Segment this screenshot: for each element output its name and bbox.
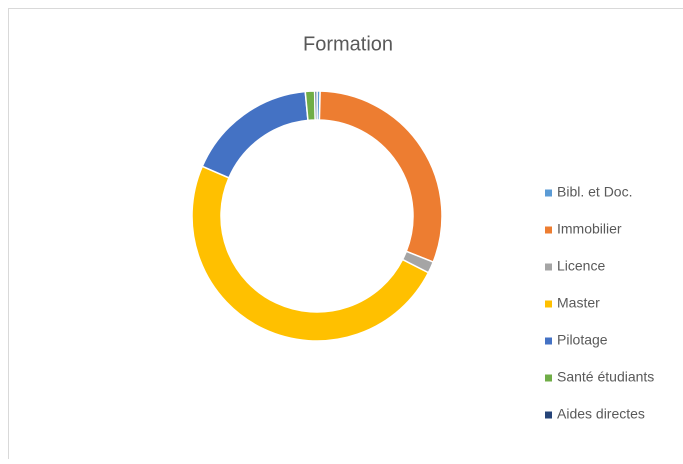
legend-label: Santé étudiants — [557, 369, 654, 385]
legend-label: Master — [557, 295, 600, 311]
legend-label: Aides directes — [557, 406, 645, 422]
legend-label: Licence — [557, 258, 605, 274]
legend-label: Pilotage — [557, 332, 608, 348]
donut-slice — [315, 91, 317, 120]
legend-label: Bibl. et Doc. — [557, 184, 632, 200]
legend-swatch — [545, 264, 552, 271]
legend-swatch — [545, 190, 552, 197]
legend-swatch — [545, 301, 552, 308]
legend-label: Immobilier — [557, 221, 622, 237]
chart-title: Formation — [303, 33, 393, 55]
legend-swatch — [545, 338, 552, 345]
legend-swatch — [545, 412, 552, 419]
legend-swatch — [545, 375, 552, 382]
legend-swatch — [545, 227, 552, 234]
